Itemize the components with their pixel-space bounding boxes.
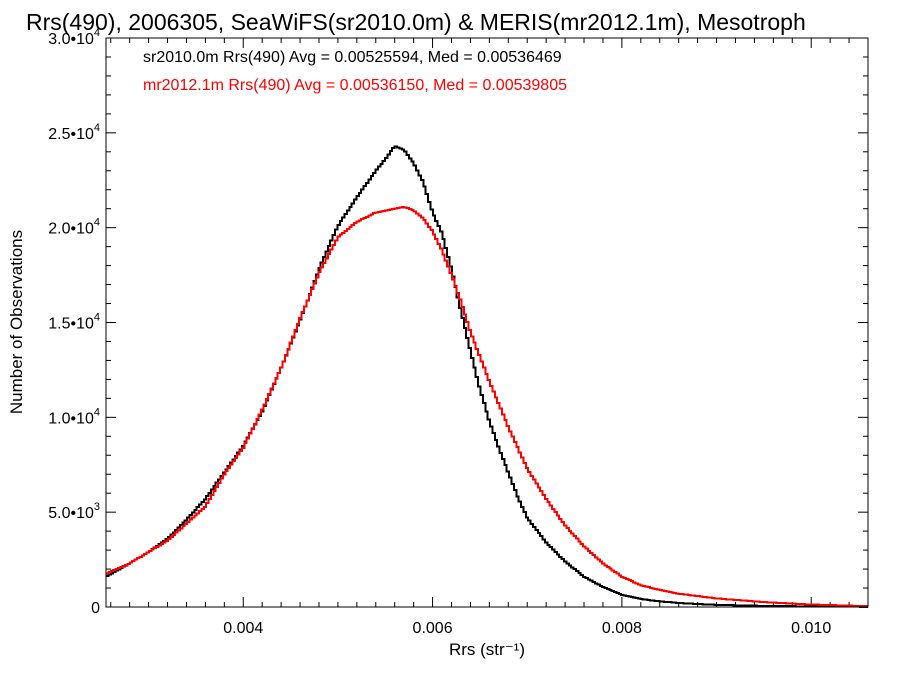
y-tick-label: 1.0•104 — [48, 406, 100, 427]
y-tick-label: 1.5•104 — [48, 312, 100, 333]
y-axis-label: Number of Observations — [7, 230, 26, 414]
legend-entry-0: sr2010.0m Rrs(490) Avg = 0.00525594, Med… — [143, 49, 562, 66]
series-line-1 — [106, 206, 868, 608]
x-axis-label: Rrs (str⁻¹) — [449, 640, 525, 659]
y-tick-label: 2.0•104 — [48, 217, 100, 238]
plot-frame — [105, 37, 869, 608]
y-tick-label: 3.0•104 — [48, 27, 100, 48]
legend-entry-1: mr2012.1m Rrs(490) Avg = 0.00536150, Med… — [143, 77, 567, 94]
y-tick-label: 0 — [91, 600, 100, 617]
chart-title: Rrs(490), 2006305, SeaWiFS(sr2010.0m) & … — [26, 9, 806, 35]
y-tick-label: 2.5•104 — [48, 122, 100, 143]
x-axis: 0.004 0.006 0.008 0.010 — [110, 38, 869, 637]
x-tick-label: 0.008 — [602, 620, 642, 637]
y-tick-label: 5.0•103 — [48, 501, 100, 522]
x-tick-label: 0.006 — [413, 620, 453, 637]
series-group — [106, 145, 868, 608]
x-tick-label: 0.010 — [791, 620, 831, 637]
legend: sr2010.0m Rrs(490) Avg = 0.00525594, Med… — [143, 49, 567, 94]
x-tick-label: 0.004 — [223, 620, 263, 637]
y-axis: 0 5.0•103 1.0•104 1.5•104 2.0•104 2.5•104 3.0•… — [48, 27, 868, 617]
